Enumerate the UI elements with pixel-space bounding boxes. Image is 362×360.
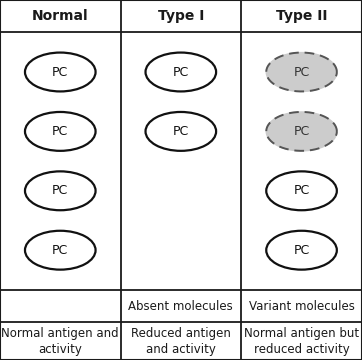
Text: Absent molecules: Absent molecules [129,300,233,312]
Ellipse shape [146,53,216,91]
Text: Type I: Type I [157,9,204,23]
Ellipse shape [266,231,337,270]
Ellipse shape [25,112,96,151]
Text: PC: PC [294,66,310,78]
Ellipse shape [25,53,96,91]
Text: PC: PC [52,184,68,197]
Text: Variant molecules: Variant molecules [249,300,354,312]
Text: PC: PC [173,66,189,78]
Polygon shape [266,53,337,91]
Text: PC: PC [294,184,310,197]
Ellipse shape [266,171,337,210]
Text: PC: PC [173,125,189,138]
Text: PC: PC [52,244,68,257]
Text: PC: PC [52,125,68,138]
Text: Reduced antigen
and activity: Reduced antigen and activity [131,327,231,356]
Text: PC: PC [52,66,68,78]
Ellipse shape [25,231,96,270]
Polygon shape [266,112,337,151]
Text: PC: PC [294,244,310,257]
Text: Type II: Type II [276,9,327,23]
Ellipse shape [146,112,216,151]
Text: Normal antigen and
activity: Normal antigen and activity [1,327,119,356]
Text: Normal: Normal [32,9,89,23]
Ellipse shape [25,171,96,210]
Text: PC: PC [294,125,310,138]
Text: Normal antigen but
reduced activity: Normal antigen but reduced activity [244,327,359,356]
